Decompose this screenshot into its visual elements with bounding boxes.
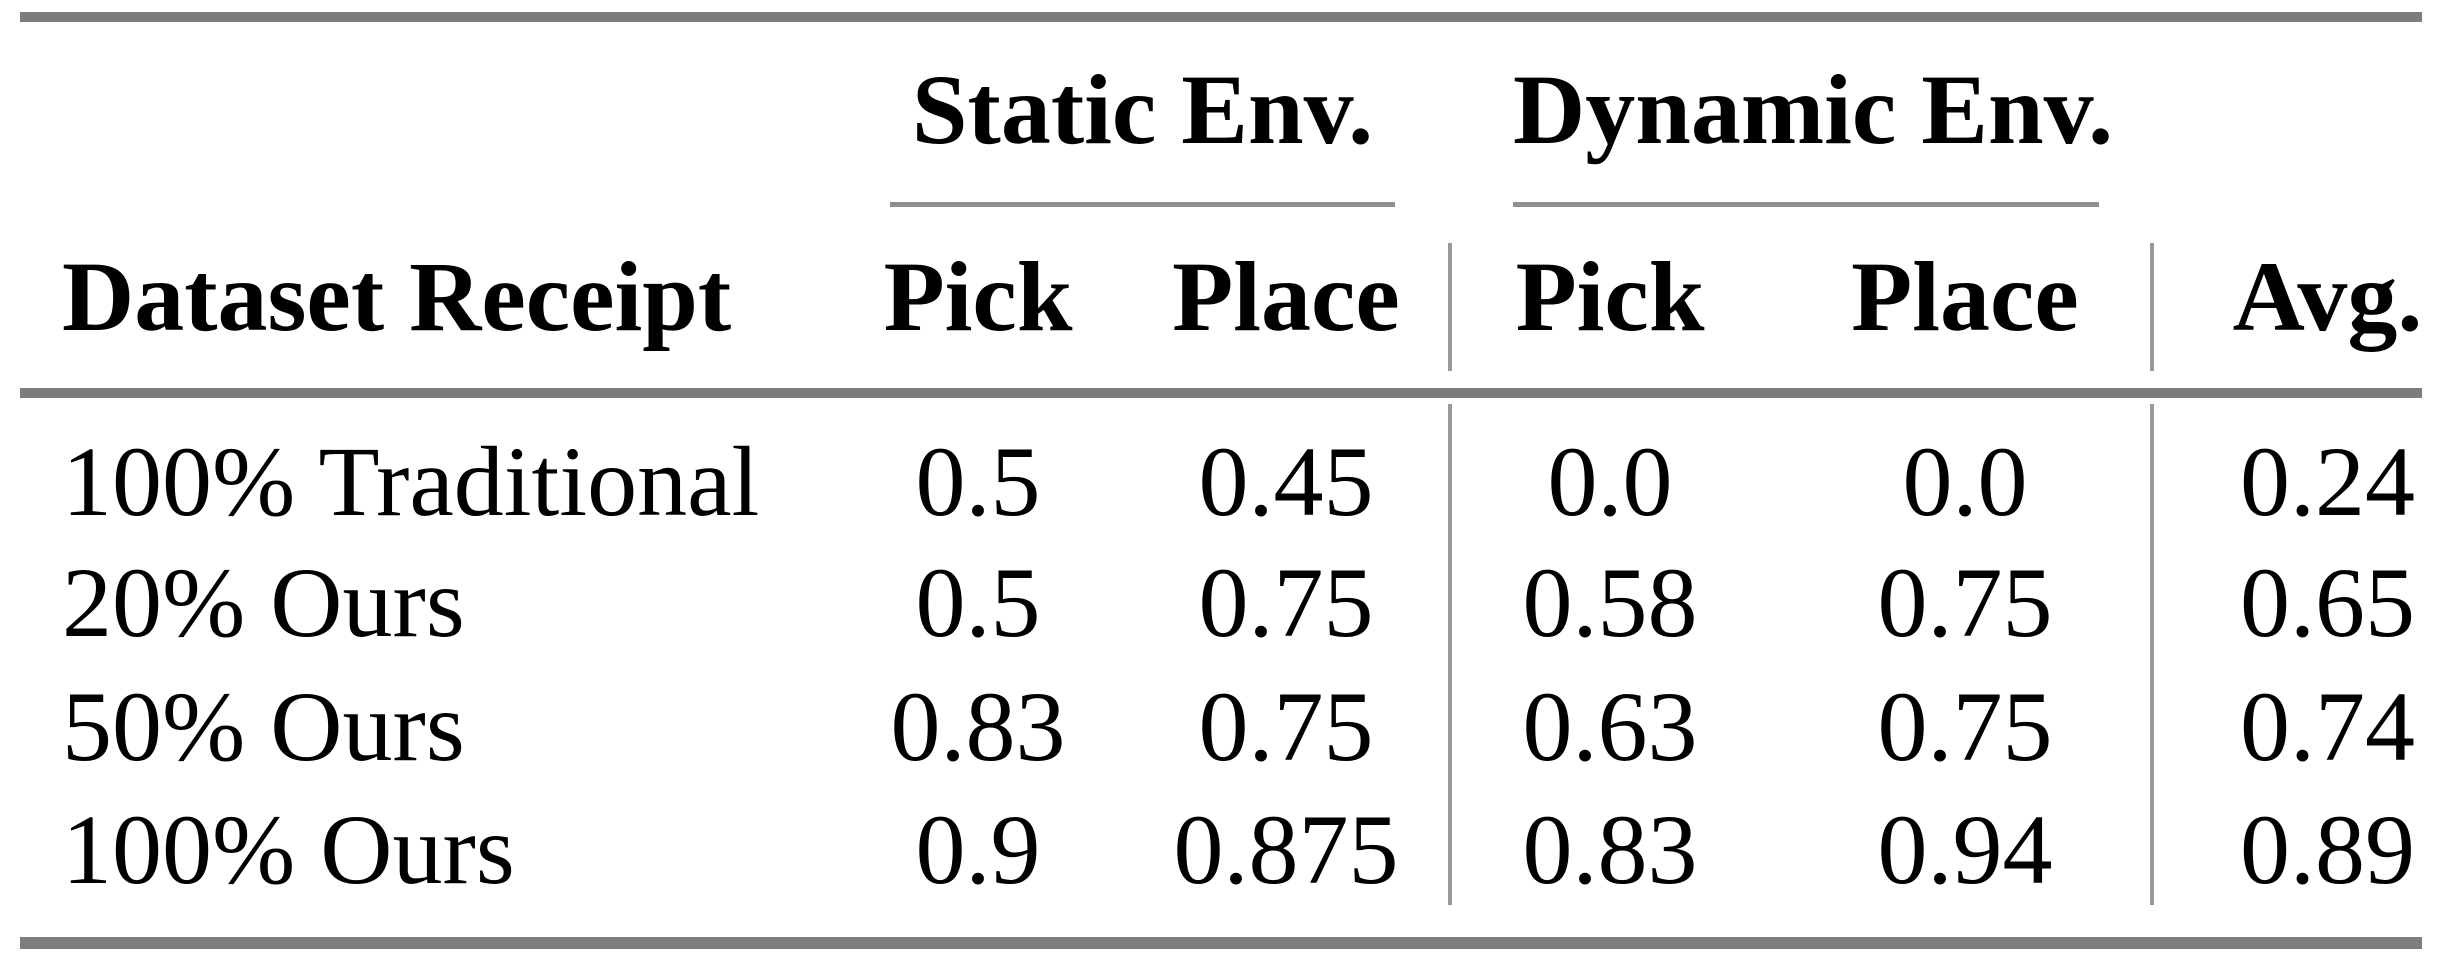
cell-static-pick: 0.83 <box>890 671 1066 782</box>
cell-dynamic-place: 0.94 <box>1877 794 2053 905</box>
cell-avg: 0.65 <box>2240 547 2415 658</box>
cell-static-pick: 0.9 <box>915 794 1041 905</box>
column-header-static-pick: Pick <box>883 241 1073 352</box>
group-header-dynamic-env: Dynamic Env. <box>1513 54 2114 165</box>
row-label: 20% Ours <box>62 547 465 658</box>
column-separator-dynamic-avg-body <box>2150 404 2154 905</box>
cell-dynamic-pick: 0.63 <box>1522 671 1698 782</box>
cell-avg: 0.24 <box>2240 426 2415 537</box>
column-header-dataset-receipt: Dataset Receipt <box>62 241 732 352</box>
column-header-static-place: Place <box>1172 241 1400 352</box>
cell-static-place: 0.75 <box>1198 547 1374 658</box>
cell-static-place: 0.875 <box>1173 794 1399 905</box>
cell-avg: 0.89 <box>2240 794 2415 905</box>
static-env-cmidrule <box>890 202 1395 207</box>
column-header-dynamic-pick: Pick <box>1515 241 1705 352</box>
column-header-dynamic-place: Place <box>1851 241 2079 352</box>
cell-static-place: 0.45 <box>1198 426 1374 537</box>
column-separator-static-dynamic-body <box>1448 404 1452 905</box>
cell-dynamic-place: 0.75 <box>1877 547 2053 658</box>
row-label: 100% Ours <box>62 794 515 905</box>
group-header-static-env: Static Env. <box>911 54 1374 165</box>
cell-dynamic-pick: 0.58 <box>1522 547 1698 658</box>
cell-dynamic-place: 0.0 <box>1902 426 2028 537</box>
cell-dynamic-pick: 0.0 <box>1547 426 1673 537</box>
cell-avg: 0.74 <box>2240 671 2415 782</box>
cell-dynamic-place: 0.75 <box>1877 671 2053 782</box>
column-separator-static-dynamic-header <box>1448 243 1452 371</box>
bottom-rule <box>20 937 2422 949</box>
cell-dynamic-pick: 0.83 <box>1522 794 1698 905</box>
header-rule <box>20 388 2422 398</box>
top-rule <box>20 12 2422 22</box>
row-label: 50% Ours <box>62 671 465 782</box>
column-separator-dynamic-avg-header <box>2150 243 2154 371</box>
row-label: 100% Traditional <box>62 426 760 537</box>
cell-static-pick: 0.5 <box>915 426 1041 537</box>
cell-static-place: 0.75 <box>1198 671 1374 782</box>
cell-static-pick: 0.5 <box>915 547 1041 658</box>
column-header-avg: Avg. <box>2232 241 2423 352</box>
dynamic-env-cmidrule <box>1513 202 2099 207</box>
